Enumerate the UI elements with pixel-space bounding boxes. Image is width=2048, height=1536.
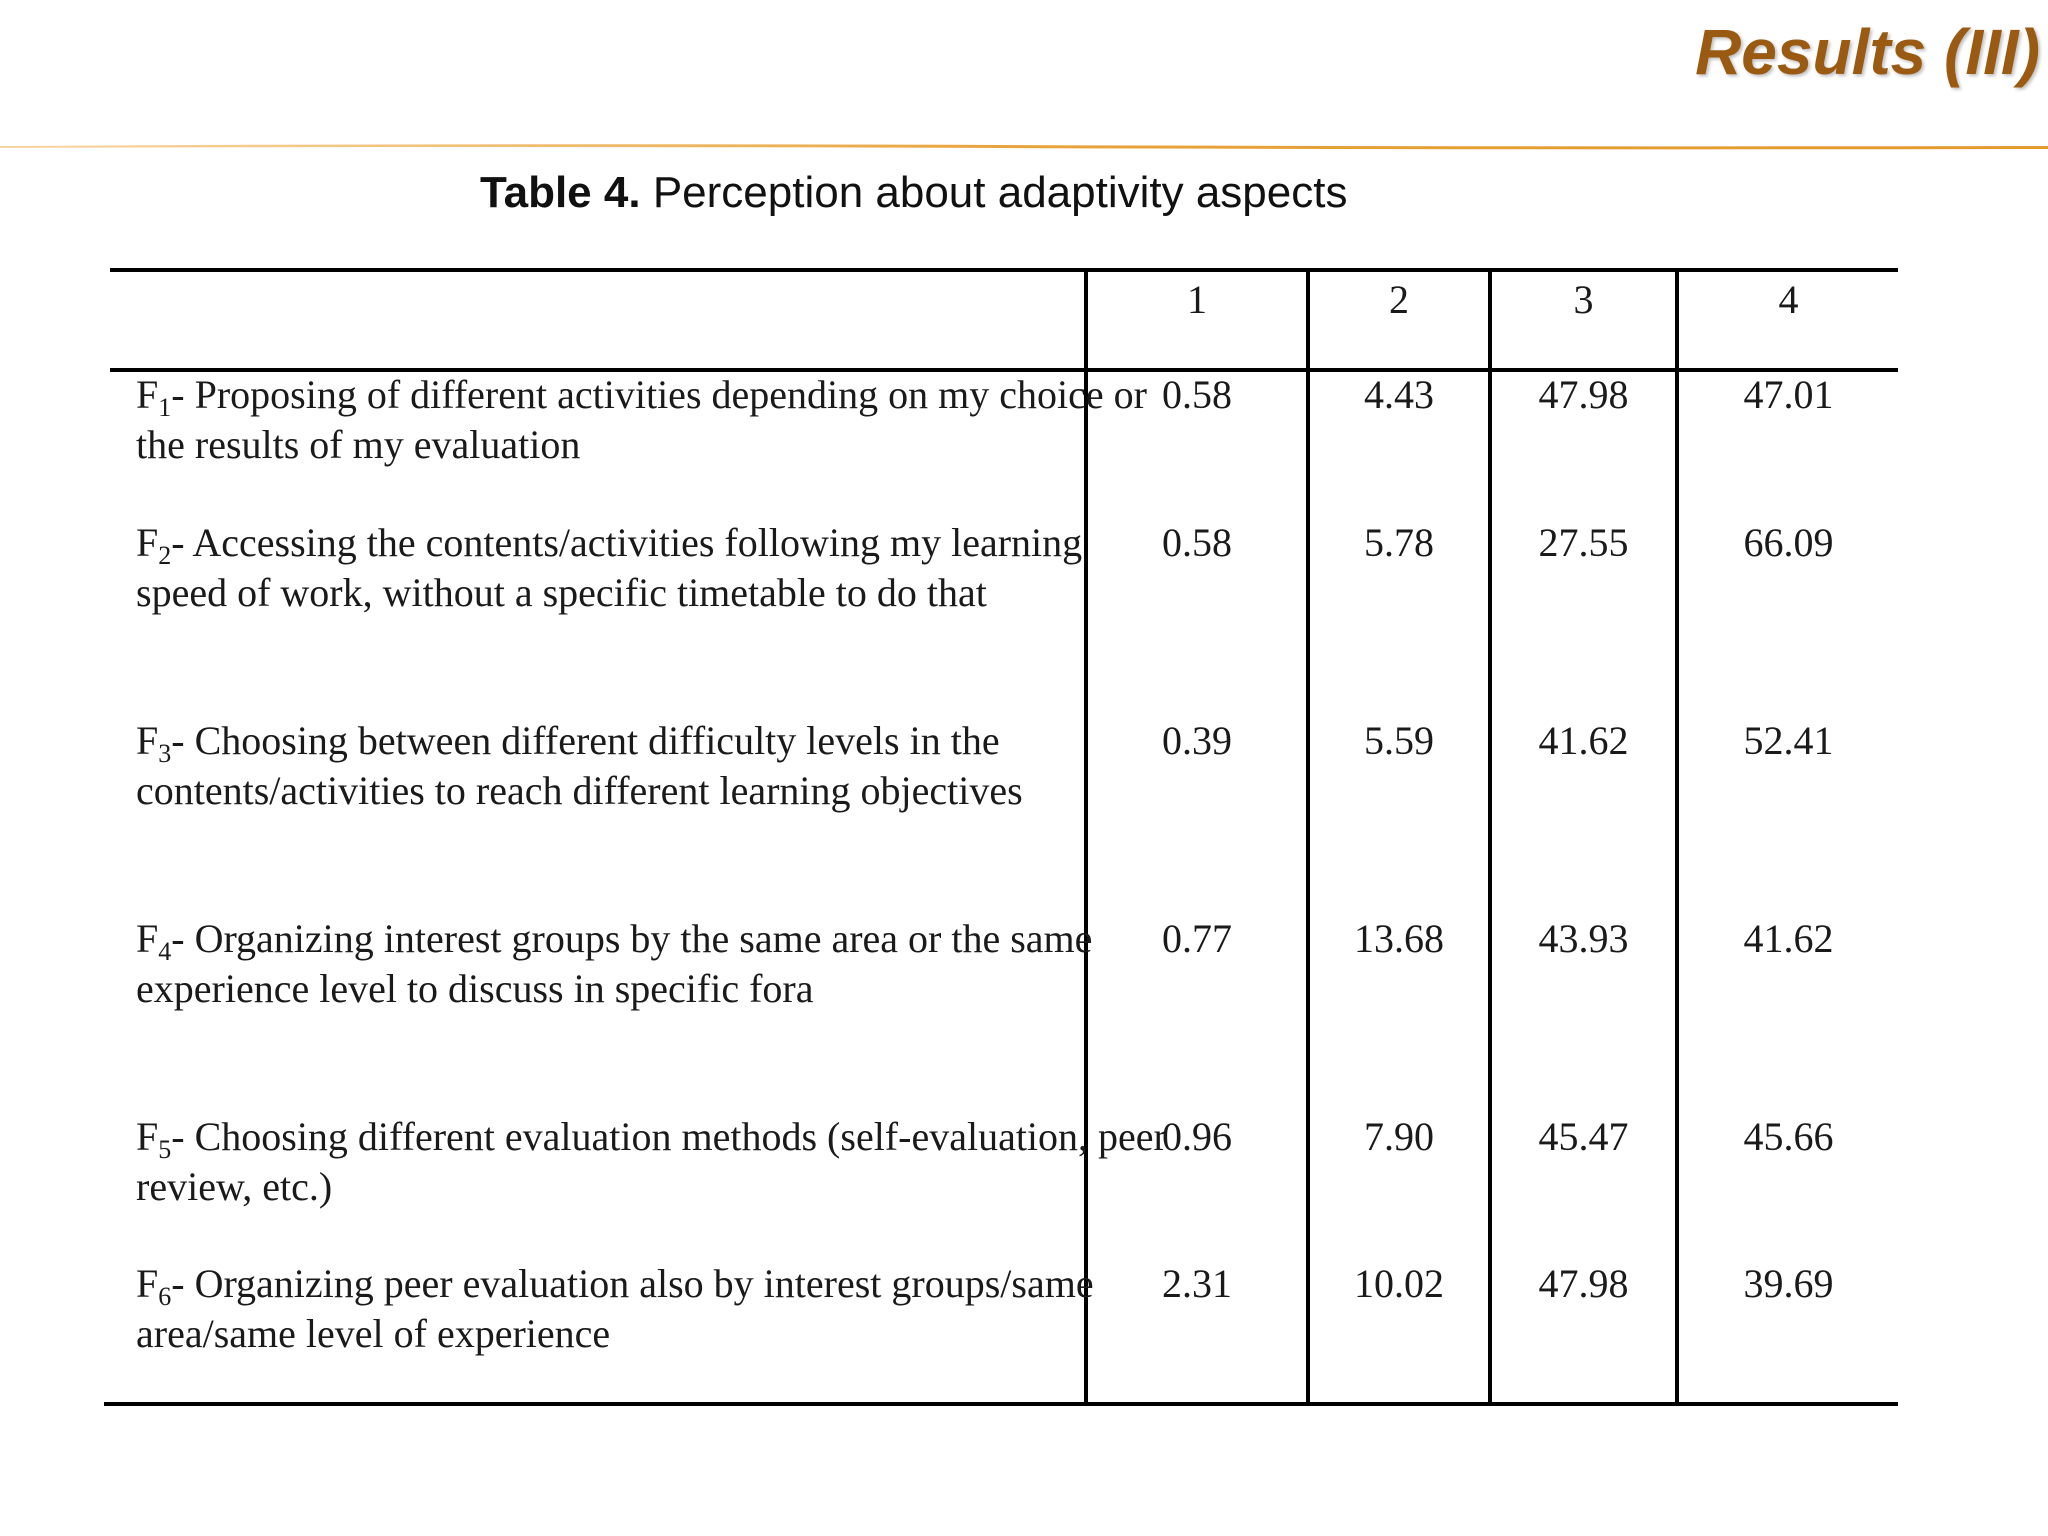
slide-title: Results (III) <box>1695 16 2040 88</box>
table-cell: 5.78 <box>1364 520 1434 565</box>
table-cell: 47.01 <box>1743 372 1834 417</box>
table-row-label: F1- Proposing of different activities de… <box>136 372 1147 467</box>
table-cell: 41.62 <box>1743 916 1834 961</box>
table-caption-label: Table 4. <box>480 168 641 217</box>
table-cell: 13.68 <box>1354 916 1444 961</box>
table-column-divider <box>1675 268 1679 1406</box>
table-cell: 27.55 <box>1538 520 1629 565</box>
table-row-label: F3- Choosing between different difficult… <box>136 718 1023 813</box>
table-cell: 0.39 <box>1162 718 1232 763</box>
table-cell: 2.31 <box>1162 1261 1232 1306</box>
table-row-label: F6- Organizing peer evaluation also by i… <box>136 1261 1094 1356</box>
column-header: 4 <box>1778 277 1799 322</box>
table-cell: 5.59 <box>1364 718 1434 763</box>
title-divider <box>0 140 2048 152</box>
table-cell: 7.90 <box>1364 1114 1434 1159</box>
table-cell: 4.43 <box>1364 372 1434 417</box>
table-cell: 41.62 <box>1538 718 1629 763</box>
table-cell: 45.47 <box>1538 1114 1629 1159</box>
table-column-divider <box>1306 268 1310 1406</box>
table-row-label: F4- Organizing interest groups by the sa… <box>136 916 1093 1011</box>
table-cell: 66.09 <box>1743 520 1834 565</box>
table-cell: 0.96 <box>1162 1114 1232 1159</box>
table-top-rule <box>110 268 1898 272</box>
table-cell: 45.66 <box>1743 1114 1834 1159</box>
table-cell: 10.02 <box>1354 1261 1444 1306</box>
column-header: 2 <box>1389 277 1409 322</box>
column-header: 1 <box>1187 277 1207 322</box>
table-cell: 47.98 <box>1538 1261 1629 1306</box>
column-header: 3 <box>1573 277 1594 322</box>
table-cell: 0.58 <box>1162 520 1232 565</box>
table-header-rule <box>110 368 1898 372</box>
table-caption-text: Perception about adaptivity aspects <box>652 168 1348 217</box>
table-cell: 0.77 <box>1162 916 1232 961</box>
table-bottom-rule <box>104 1402 1898 1406</box>
table-cell: 0.58 <box>1162 372 1232 417</box>
table-cell: 52.41 <box>1743 718 1834 763</box>
table-row-label: F2- Accessing the contents/activities fo… <box>136 520 1083 615</box>
table-cell: 43.93 <box>1538 916 1629 961</box>
table-row-label: F5- Choosing different evaluation method… <box>136 1114 1167 1209</box>
table-cell: 39.69 <box>1743 1261 1834 1306</box>
table-column-divider <box>1488 268 1492 1406</box>
table-caption: Table 4. Perception about adaptivity asp… <box>480 168 1347 218</box>
table-column-divider <box>1084 268 1088 1406</box>
table-cell: 47.98 <box>1538 372 1629 417</box>
